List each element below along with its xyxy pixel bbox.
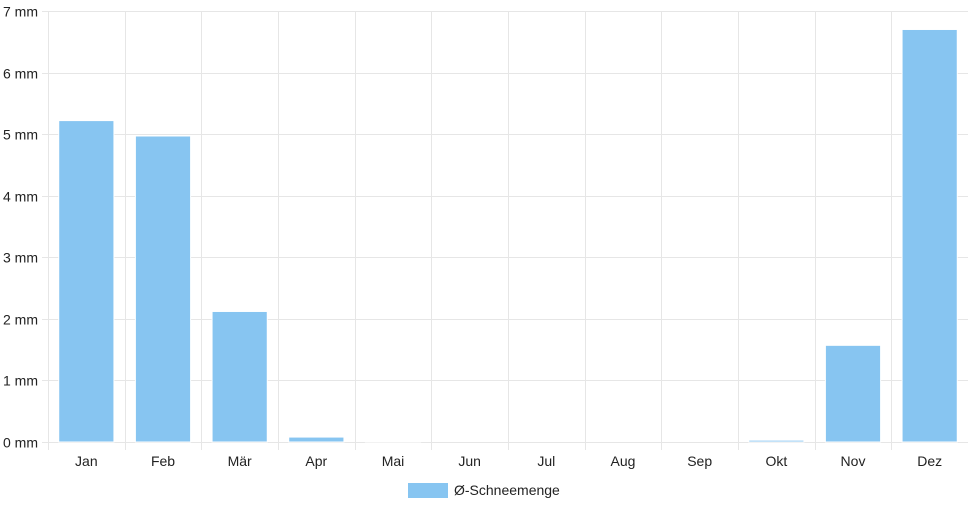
y-tick-label: 6 mm (3, 66, 38, 82)
x-tick-labels: Jan Feb Mär Apr Mai Jun Jul Aug Sep Okt Nov Dez (75, 453, 942, 469)
bar[interactable] (288, 436, 345, 443)
x-tick-label: Okt (765, 453, 787, 469)
x-tick-label: Sep (687, 453, 712, 469)
x-tick-label: Mai (382, 453, 405, 469)
x-tick-label: Jul (537, 453, 555, 469)
grid-layer (42, 11, 968, 450)
y-tick-labels: 0 mm 1 mm 2 mm 3 mm 4 mm 5 mm 6 mm 7 mm (3, 4, 38, 451)
x-tick-label: Apr (305, 453, 327, 469)
legend[interactable]: Ø-Schneemenge (408, 480, 560, 500)
y-tick-label: 5 mm (3, 127, 38, 143)
x-tick-label: Dez (917, 453, 942, 469)
y-tick-label: 4 mm (3, 189, 38, 205)
x-tick-label: Mär (228, 453, 252, 469)
bar[interactable] (748, 439, 805, 443)
legend-label: Ø-Schneemenge (454, 482, 560, 498)
x-tick-label: Jan (75, 453, 98, 469)
bar[interactable] (901, 28, 958, 443)
bar[interactable] (364, 440, 422, 443)
bar-layer (58, 28, 958, 443)
bar[interactable] (58, 120, 115, 443)
bar[interactable] (824, 344, 882, 443)
y-tick-label: 3 mm (3, 250, 38, 266)
x-tick-label: Aug (611, 453, 636, 469)
x-tick-label: Jun (458, 453, 481, 469)
x-tick-label: Feb (151, 453, 175, 469)
bar[interactable] (134, 135, 192, 443)
y-tick-label: 2 mm (3, 312, 38, 328)
x-tick-label: Nov (841, 453, 866, 469)
y-tick-label: 7 mm (3, 4, 38, 20)
y-tick-label: 0 mm (3, 435, 38, 451)
y-tick-label: 1 mm (3, 373, 38, 389)
bar[interactable] (211, 310, 268, 443)
legend-swatch (408, 482, 448, 498)
